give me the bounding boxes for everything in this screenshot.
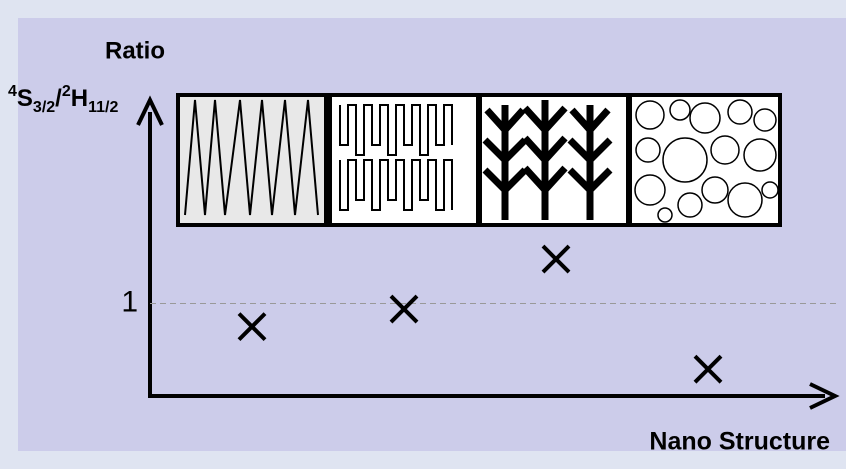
axes [136, 95, 840, 410]
image-lines [482, 100, 613, 220]
y-label-part: H [71, 85, 88, 112]
y-label-part: 2 [62, 83, 71, 100]
point-marker [389, 294, 419, 324]
panel [18, 18, 846, 451]
y-label-part: 3/2 [33, 99, 55, 116]
y-axis-label: 4S3/2/2H11/2 [8, 83, 118, 116]
structure-images [176, 93, 782, 227]
y-label-part: 4 [8, 83, 17, 100]
x-axis-arrow [809, 382, 840, 410]
image-lines [184, 99, 319, 216]
y-axis-arrow [136, 95, 164, 126]
x-axis-label: Nano Structure [649, 428, 830, 456]
y-label-part: S [17, 85, 33, 112]
y-tick-label: 1 [121, 285, 138, 318]
image-lines [339, 104, 453, 211]
point-marker [541, 244, 571, 274]
point-marker [237, 312, 267, 342]
chart-title: Ratio [105, 37, 165, 64]
point-marker [693, 354, 723, 384]
y-label-part: / [55, 85, 62, 112]
image-circles [634, 99, 779, 223]
y-label-part: 11/2 [88, 99, 118, 116]
